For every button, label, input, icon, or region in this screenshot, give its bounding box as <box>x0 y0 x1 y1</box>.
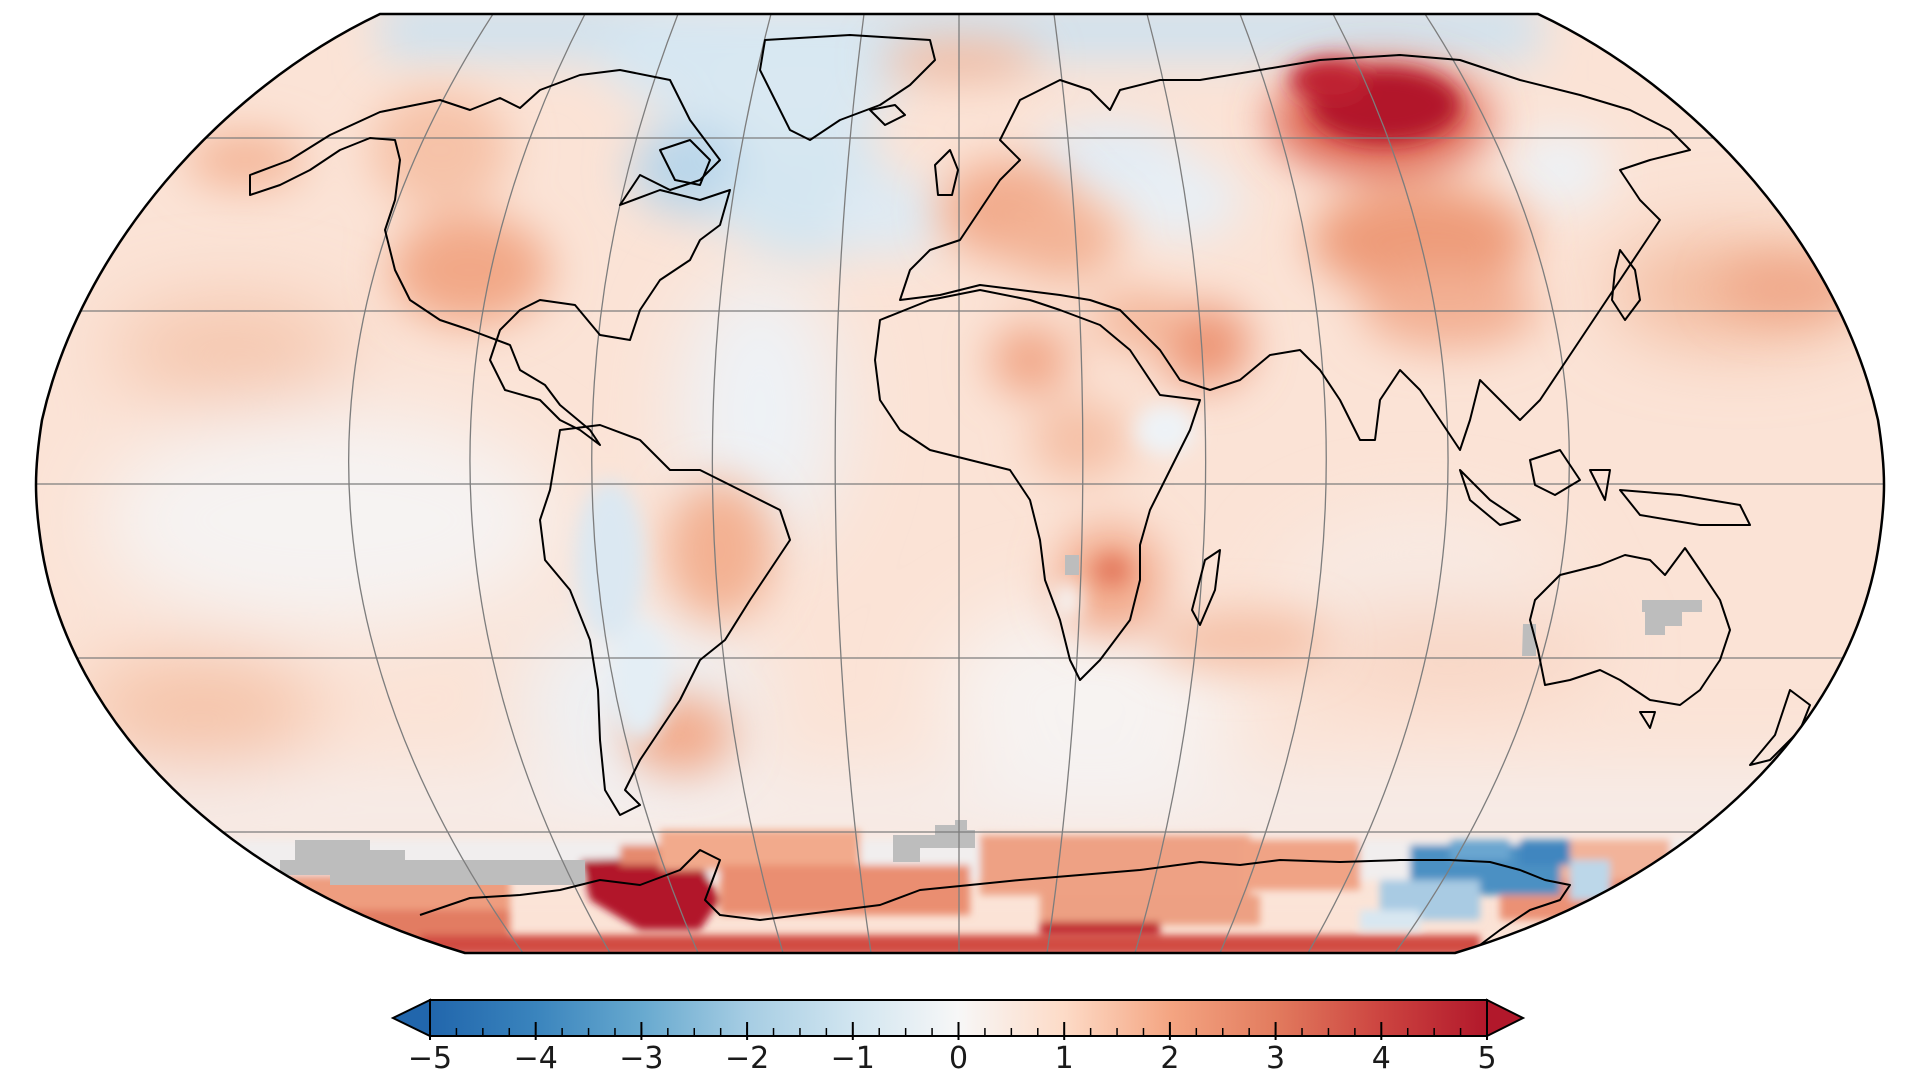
tick-label: −1 <box>831 1041 875 1076</box>
tick-label: −2 <box>725 1041 769 1076</box>
tick-label: −5 <box>408 1041 452 1076</box>
colorbar-tick-labels: −5 −4 −3 −2 −1 0 1 2 3 4 5 <box>408 1041 1497 1076</box>
tick-label: −3 <box>619 1041 663 1076</box>
missing-data-cells <box>280 555 1702 885</box>
coastlines <box>249 34 1811 946</box>
anomaly-field <box>36 14 1884 953</box>
colorbar-extend-max <box>1486 998 1526 1038</box>
colorbar-extend-min <box>390 998 431 1038</box>
map <box>34 12 1886 955</box>
tick-label: 5 <box>1477 1041 1496 1076</box>
colorbar: −5 −4 −3 −2 −1 0 1 2 3 4 5 <box>390 998 1526 1076</box>
tick-label: 3 <box>1266 1041 1285 1076</box>
tick-label: 0 <box>949 1041 968 1076</box>
tick-label: 2 <box>1160 1041 1179 1076</box>
colorbar-major-ticks <box>429 1022 1488 1040</box>
tick-label: 4 <box>1372 1041 1391 1076</box>
tick-label: −4 <box>514 1041 558 1076</box>
antarctic-anomalies <box>36 830 1884 953</box>
tick-label: 1 <box>1055 1041 1074 1076</box>
